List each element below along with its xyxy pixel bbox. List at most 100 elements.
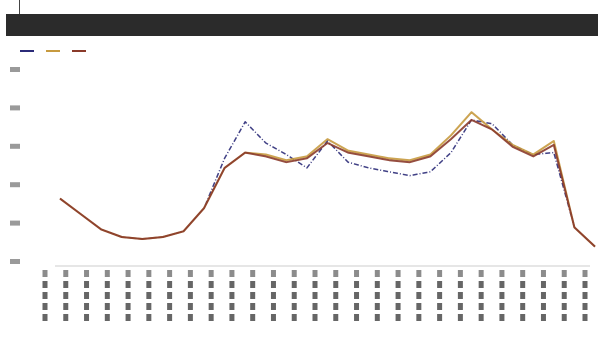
x-tick-label-mark (167, 281, 173, 288)
x-tick-label-mark (582, 270, 588, 277)
x-tick-label-mark (312, 314, 318, 321)
x-tick-label-mark (42, 292, 48, 299)
x-tick-label-mark (520, 281, 526, 288)
x-tick-label-mark (437, 292, 443, 299)
x-tick-label-mark (416, 270, 422, 277)
x-tick-label-mark (416, 292, 422, 299)
x-tick-label-mark (125, 314, 131, 321)
x-tick-label-mark (499, 303, 505, 310)
x-tick-label-mark (354, 303, 360, 310)
x-tick-label-mark (291, 270, 297, 277)
x-tick-label-mark (291, 303, 297, 310)
x-tick-label-mark (291, 314, 297, 321)
x-tick-label-mark (582, 292, 588, 299)
legend-swatch-1 (20, 50, 34, 52)
x-tick-label-mark (374, 270, 380, 277)
x-tick-label-mark (520, 270, 526, 277)
x-tick-label-mark (416, 281, 422, 288)
y-tick-mark (10, 105, 20, 111)
y-tick-mark (10, 182, 20, 188)
y-tick-mark (10, 259, 20, 264)
x-tick-label-mark (250, 303, 256, 310)
x-tick-label-mark (42, 314, 48, 321)
x-tick-label-mark (125, 303, 131, 310)
legend-item-3 (72, 50, 86, 52)
x-tick-label-mark (561, 270, 567, 277)
x-tick-label-mark (561, 314, 567, 321)
x-tick-label-mark (42, 281, 48, 288)
x-tick-label-mark (270, 281, 276, 288)
series-line-3 (59, 118, 596, 248)
x-tick-label-mark (540, 314, 546, 321)
x-tick-label-mark (582, 281, 588, 288)
x-tick-label-mark (146, 303, 152, 310)
x-tick-label-mark (42, 270, 48, 277)
series-layer (59, 111, 596, 248)
x-tick-label-mark (270, 314, 276, 321)
legend (20, 45, 86, 57)
x-tick-label-mark (354, 314, 360, 321)
x-tick-label-mark (540, 281, 546, 288)
x-tick-label-mark (437, 270, 443, 277)
x-tick-label-mark (374, 303, 380, 310)
x-tick-label-mark (146, 292, 152, 299)
x-tick-label-mark (333, 270, 339, 277)
chart-title-bar (6, 14, 598, 36)
x-tick-label-mark (125, 281, 131, 288)
x-tick-label-mark (104, 281, 110, 288)
x-tick-label-mark (187, 270, 193, 277)
x-tick-label-mark (208, 303, 214, 310)
x-tick-label-mark (395, 281, 401, 288)
x-tick-label-mark (395, 314, 401, 321)
x-tick-label-mark (146, 270, 152, 277)
x-tick-label-mark (520, 292, 526, 299)
x-tick-label-mark (499, 281, 505, 288)
y-tick-mark (10, 67, 20, 72)
y-tick-mark (10, 220, 20, 226)
x-tick-label-mark (84, 281, 90, 288)
x-tick-label-mark (146, 281, 152, 288)
x-tick-label-mark (333, 314, 339, 321)
x-tick-label-mark (270, 270, 276, 277)
x-tick-label-mark (333, 303, 339, 310)
x-tick-label-mark (208, 281, 214, 288)
x-tick-label-mark (312, 270, 318, 277)
x-tick-label-mark (478, 303, 484, 310)
x-tick-label-mark (395, 270, 401, 277)
x-tick-label-mark (312, 303, 318, 310)
corner-mark (19, 0, 20, 15)
legend-item-1 (20, 50, 34, 52)
x-tick-label-mark (125, 292, 131, 299)
x-tick-label-mark (208, 314, 214, 321)
x-tick-label-mark (63, 281, 69, 288)
x-tick-label-mark (582, 303, 588, 310)
x-tick-label-mark (84, 270, 90, 277)
x-tick-label-mark (63, 303, 69, 310)
x-tick-label-mark (457, 281, 463, 288)
x-tick-label-mark (374, 314, 380, 321)
x-tick-label-mark (104, 270, 110, 277)
x-tick-label-mark (270, 303, 276, 310)
x-tick-label-mark (520, 314, 526, 321)
x-tick-label-mark (229, 314, 235, 321)
x-tick-label-mark (42, 303, 48, 310)
x-tick-label-mark (540, 303, 546, 310)
x-tick-label-mark (229, 303, 235, 310)
x-tick-label-mark (63, 292, 69, 299)
x-tick-label-mark (457, 270, 463, 277)
x-tick-label-mark (499, 292, 505, 299)
x-tick-label-mark (520, 303, 526, 310)
x-tick-label-mark (312, 292, 318, 299)
x-tick-label-mark (354, 270, 360, 277)
legend-swatch-2 (46, 50, 60, 52)
x-tick-label-mark (499, 314, 505, 321)
x-tick-label-mark (63, 270, 69, 277)
x-tick-label-mark (540, 292, 546, 299)
y-tick-mark (10, 143, 20, 149)
x-tick-label-mark (187, 303, 193, 310)
x-tick-label-mark (208, 270, 214, 277)
x-tick-label-mark (561, 292, 567, 299)
x-tick-label-mark (499, 270, 505, 277)
x-tick-label-mark (478, 281, 484, 288)
x-tick-label-mark (582, 314, 588, 321)
